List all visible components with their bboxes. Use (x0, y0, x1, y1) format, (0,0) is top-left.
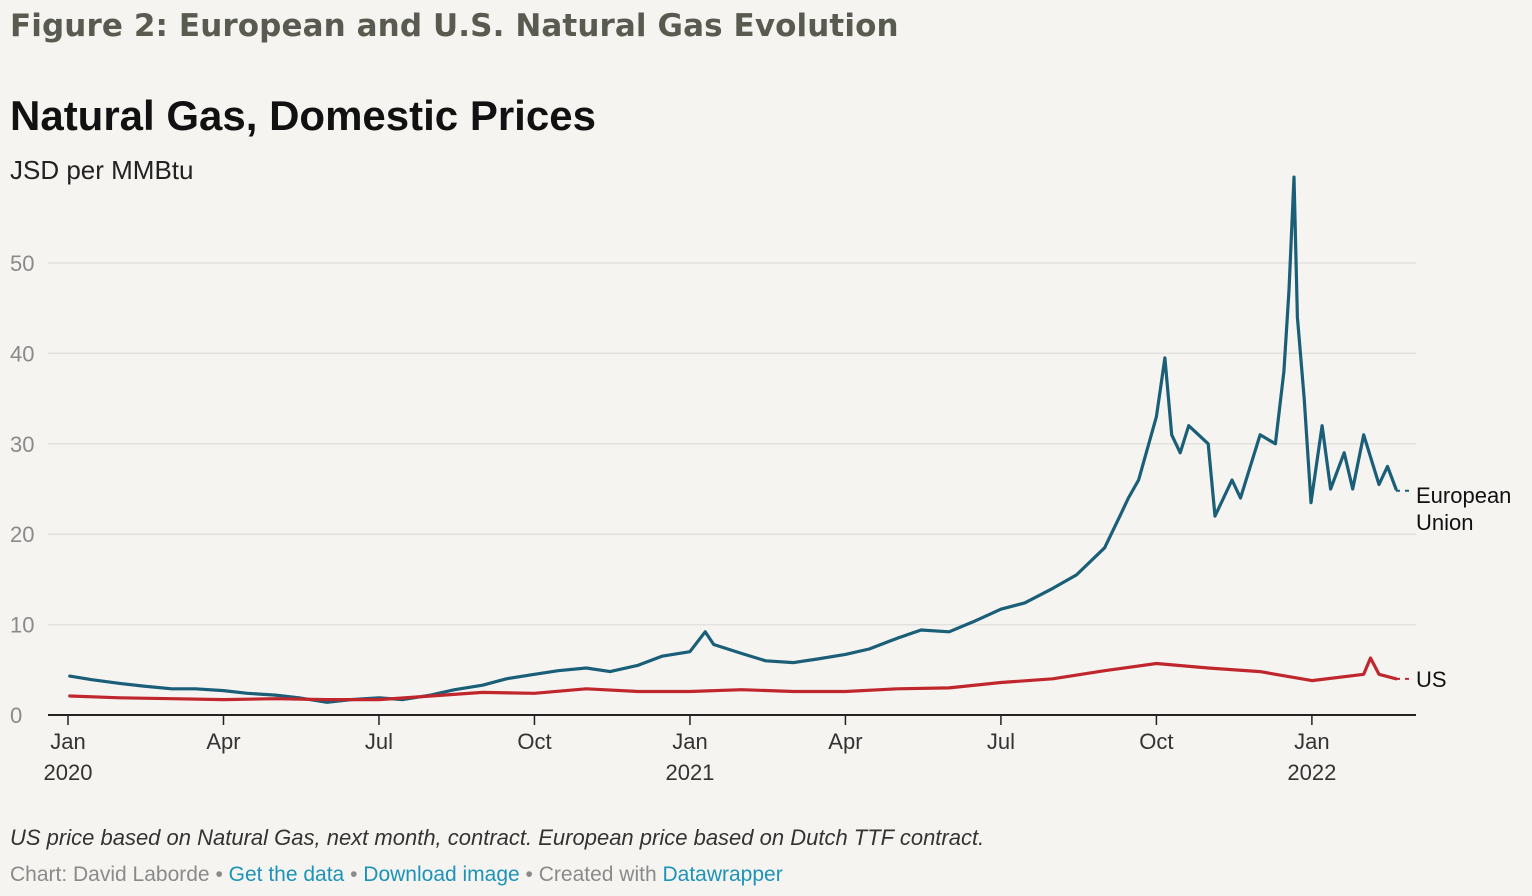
figure-label: Figure 2: European and U.S. Natural Gas … (10, 8, 899, 44)
x-tick-label: Apr (828, 729, 862, 754)
x-tick-label: Oct (517, 729, 551, 754)
chart-credits: Chart: David Laborde • Get the data • Do… (10, 863, 783, 887)
get-data-link[interactable]: Get the data (228, 863, 345, 886)
grid-lines (48, 262, 1416, 716)
credit-created-with: Created with (538, 863, 663, 886)
y-tick-label: 30 (10, 432, 34, 457)
x-tick-label: Jul (365, 729, 393, 754)
line-chart: 0 10 20 30 40 50 Jan 2020 Apr Jul Oct Jan 2021 Apr Ju… (10, 175, 1511, 785)
x-tick-label: Jan (50, 729, 85, 754)
y-tick-label: 20 (10, 522, 34, 547)
credit-separator: • (519, 863, 539, 886)
x-axis-ticks: Jan 2020 Apr Jul Oct Jan 2021 Apr Jul Oct Jan 2022 (44, 715, 1336, 785)
y-tick-label: 50 (10, 251, 34, 276)
series-label: Union (1416, 510, 1473, 535)
series-label: European (1416, 483, 1511, 508)
x-tick-year-label: 2021 (665, 760, 714, 785)
x-tick-label: Jan (1294, 729, 1329, 754)
chart-note: US price based on Natural Gas, next mont… (10, 825, 985, 850)
y-tick-label: 0 (10, 703, 22, 728)
credit-author: Chart: David Laborde (10, 863, 210, 886)
credit-separator: • (344, 863, 364, 886)
series-line-eu (68, 175, 1398, 704)
datawrapper-link[interactable]: Datawrapper (662, 863, 783, 886)
x-tick-year-label: 2020 (44, 760, 93, 785)
download-image-link[interactable]: Download image (363, 863, 520, 886)
x-tick-label: Apr (206, 729, 240, 754)
x-tick-label: Oct (1139, 729, 1173, 754)
chart-title: Natural Gas, Domestic Prices (10, 92, 596, 139)
series-lines (68, 175, 1410, 704)
y-tick-label: 40 (10, 341, 34, 366)
series-label: US (1416, 667, 1447, 692)
x-tick-label: Jan (672, 729, 707, 754)
chart-unit-label: JSD per MMBtu (10, 155, 194, 185)
y-axis-ticks: 0 10 20 30 40 50 (10, 251, 34, 728)
x-tick-label: Jul (987, 729, 1015, 754)
x-tick-year-label: 2022 (1287, 760, 1336, 785)
y-tick-label: 10 (10, 613, 34, 638)
series-line-us (68, 656, 1398, 702)
credit-separator: • (209, 863, 229, 886)
